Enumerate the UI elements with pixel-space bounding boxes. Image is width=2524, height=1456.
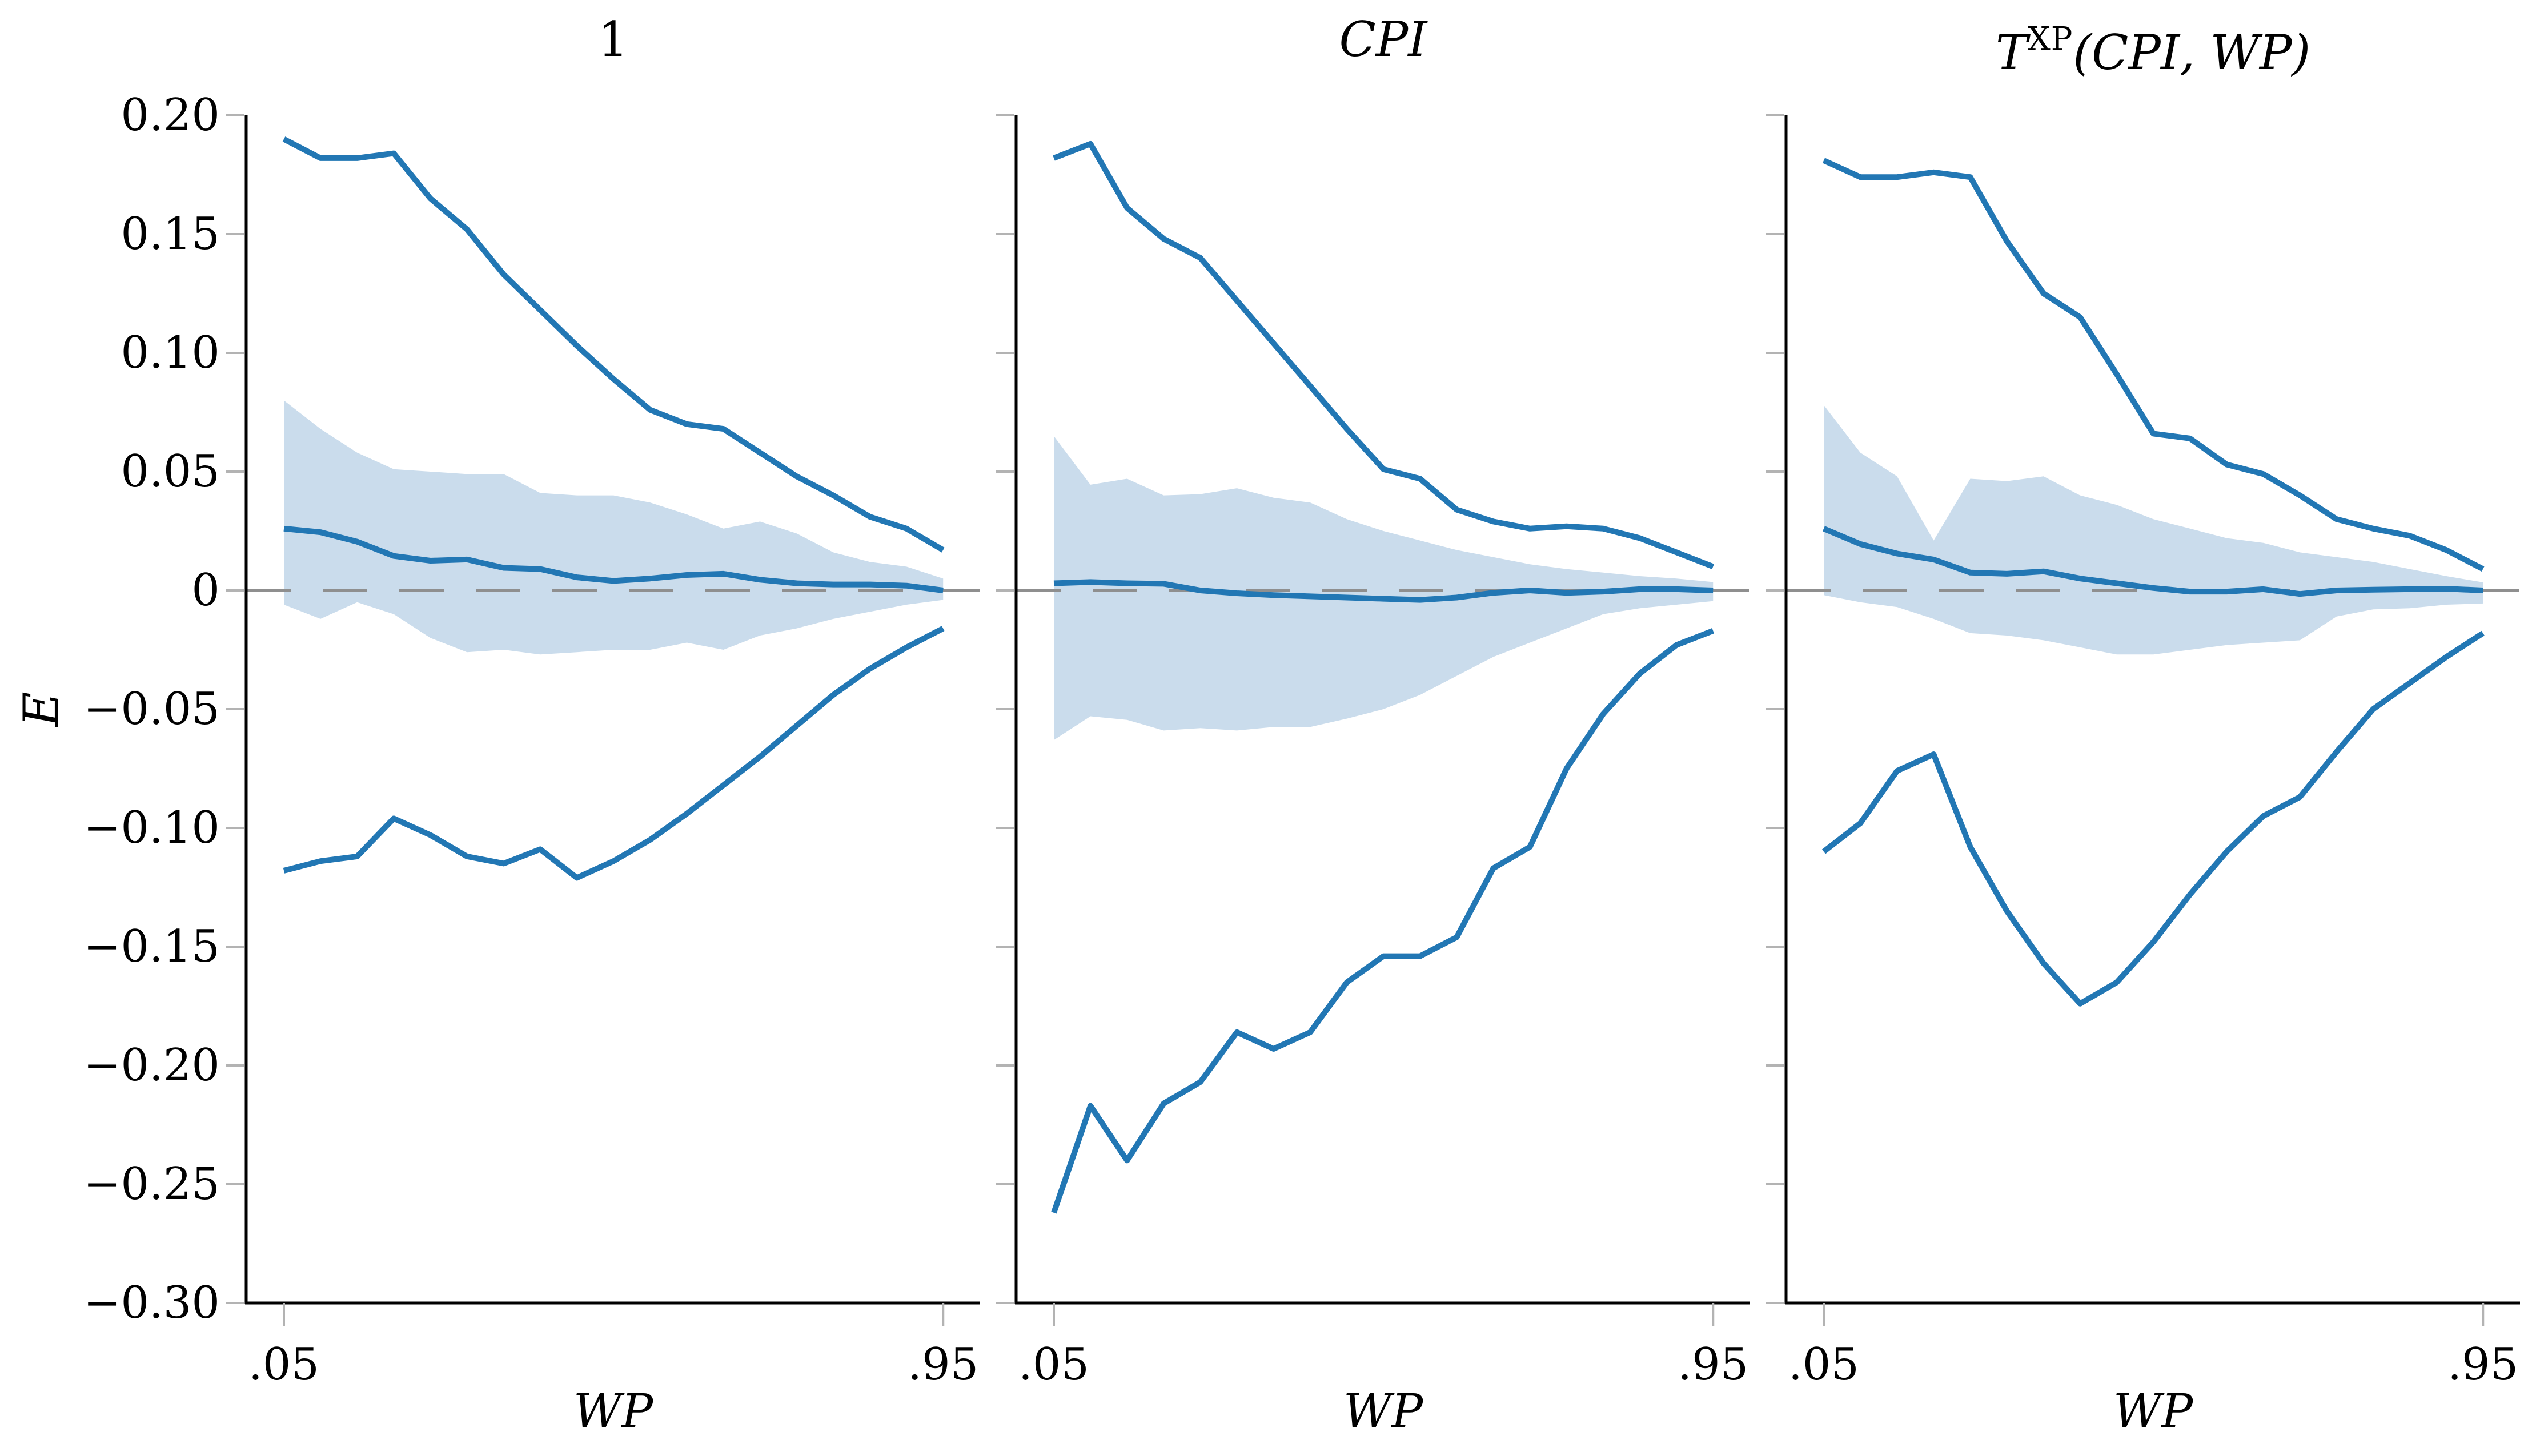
upper-bound-line	[1053, 140, 1715, 570]
chart-panel-1: .05 .95	[226, 114, 980, 1390]
x-axis-label-panel-txp: WP	[2113, 1385, 2193, 1439]
panel-title-txp-superscript: XP	[2027, 21, 2073, 58]
y-tick-label: 0.20	[121, 90, 220, 141]
upper-bound-line	[1822, 158, 2485, 572]
y-tick-label: 0.10	[121, 327, 220, 379]
lower-bound-line	[283, 626, 945, 881]
chart-panel-cpi: .05 .95	[996, 114, 1750, 1390]
x-axis-label-panel-1: WP	[573, 1385, 653, 1439]
confidence-band	[284, 400, 944, 655]
x-tick-label: .05	[1788, 1339, 1859, 1390]
y-tick-label: −0.15	[83, 921, 220, 972]
lower-bound-line	[1051, 628, 1715, 1214]
lower-bound-line	[1821, 630, 2485, 1007]
x-axis-label-panel-cpi: WP	[1343, 1385, 1423, 1439]
point-estimate-line	[1823, 526, 2483, 597]
x-tick-label: .95	[908, 1339, 978, 1390]
x-tick-label: .95	[1678, 1339, 1748, 1390]
y-tick-label: 0.15	[121, 208, 220, 260]
y-tick-label: −0.05	[83, 683, 220, 735]
panel-title-1-text: 1	[597, 11, 629, 67]
x-tick-label: .05	[248, 1339, 319, 1390]
x-tick-label: .95	[2447, 1339, 2518, 1390]
x-tick-label: .05	[1018, 1339, 1089, 1390]
confidence-band	[1054, 436, 1714, 741]
panel-title-txp-base: T	[1995, 25, 2028, 81]
y-axis-tick-labels: 0.20 0.15 0.10 0.05 0 −0.05 −0.10 −0.15 −0.20 −0.…	[0, 0, 246, 1456]
y-tick-label: 0.05	[121, 446, 220, 497]
panel-title-1: 1	[246, 8, 980, 77]
y-tick-label: −0.25	[83, 1159, 220, 1210]
y-tick-label: −0.20	[83, 1040, 220, 1091]
point-estimate-line	[1053, 579, 1714, 603]
panel-title-txp: TXP(CPI, WP)	[1786, 8, 2520, 81]
upper-bound-line	[282, 136, 945, 553]
y-tick-label: 0	[191, 565, 220, 616]
point-estimate-line	[283, 525, 944, 593]
panel-title-cpi: CPI	[1016, 8, 1750, 77]
panel-title-txp-args: (CPI, WP)	[2073, 25, 2311, 81]
panel-title-cpi-text: CPI	[1339, 11, 1427, 67]
y-tick-label: −0.10	[83, 802, 220, 854]
chart-panel-txp: .05 .95	[1766, 114, 2520, 1390]
y-tick-label: −0.30	[83, 1277, 220, 1329]
